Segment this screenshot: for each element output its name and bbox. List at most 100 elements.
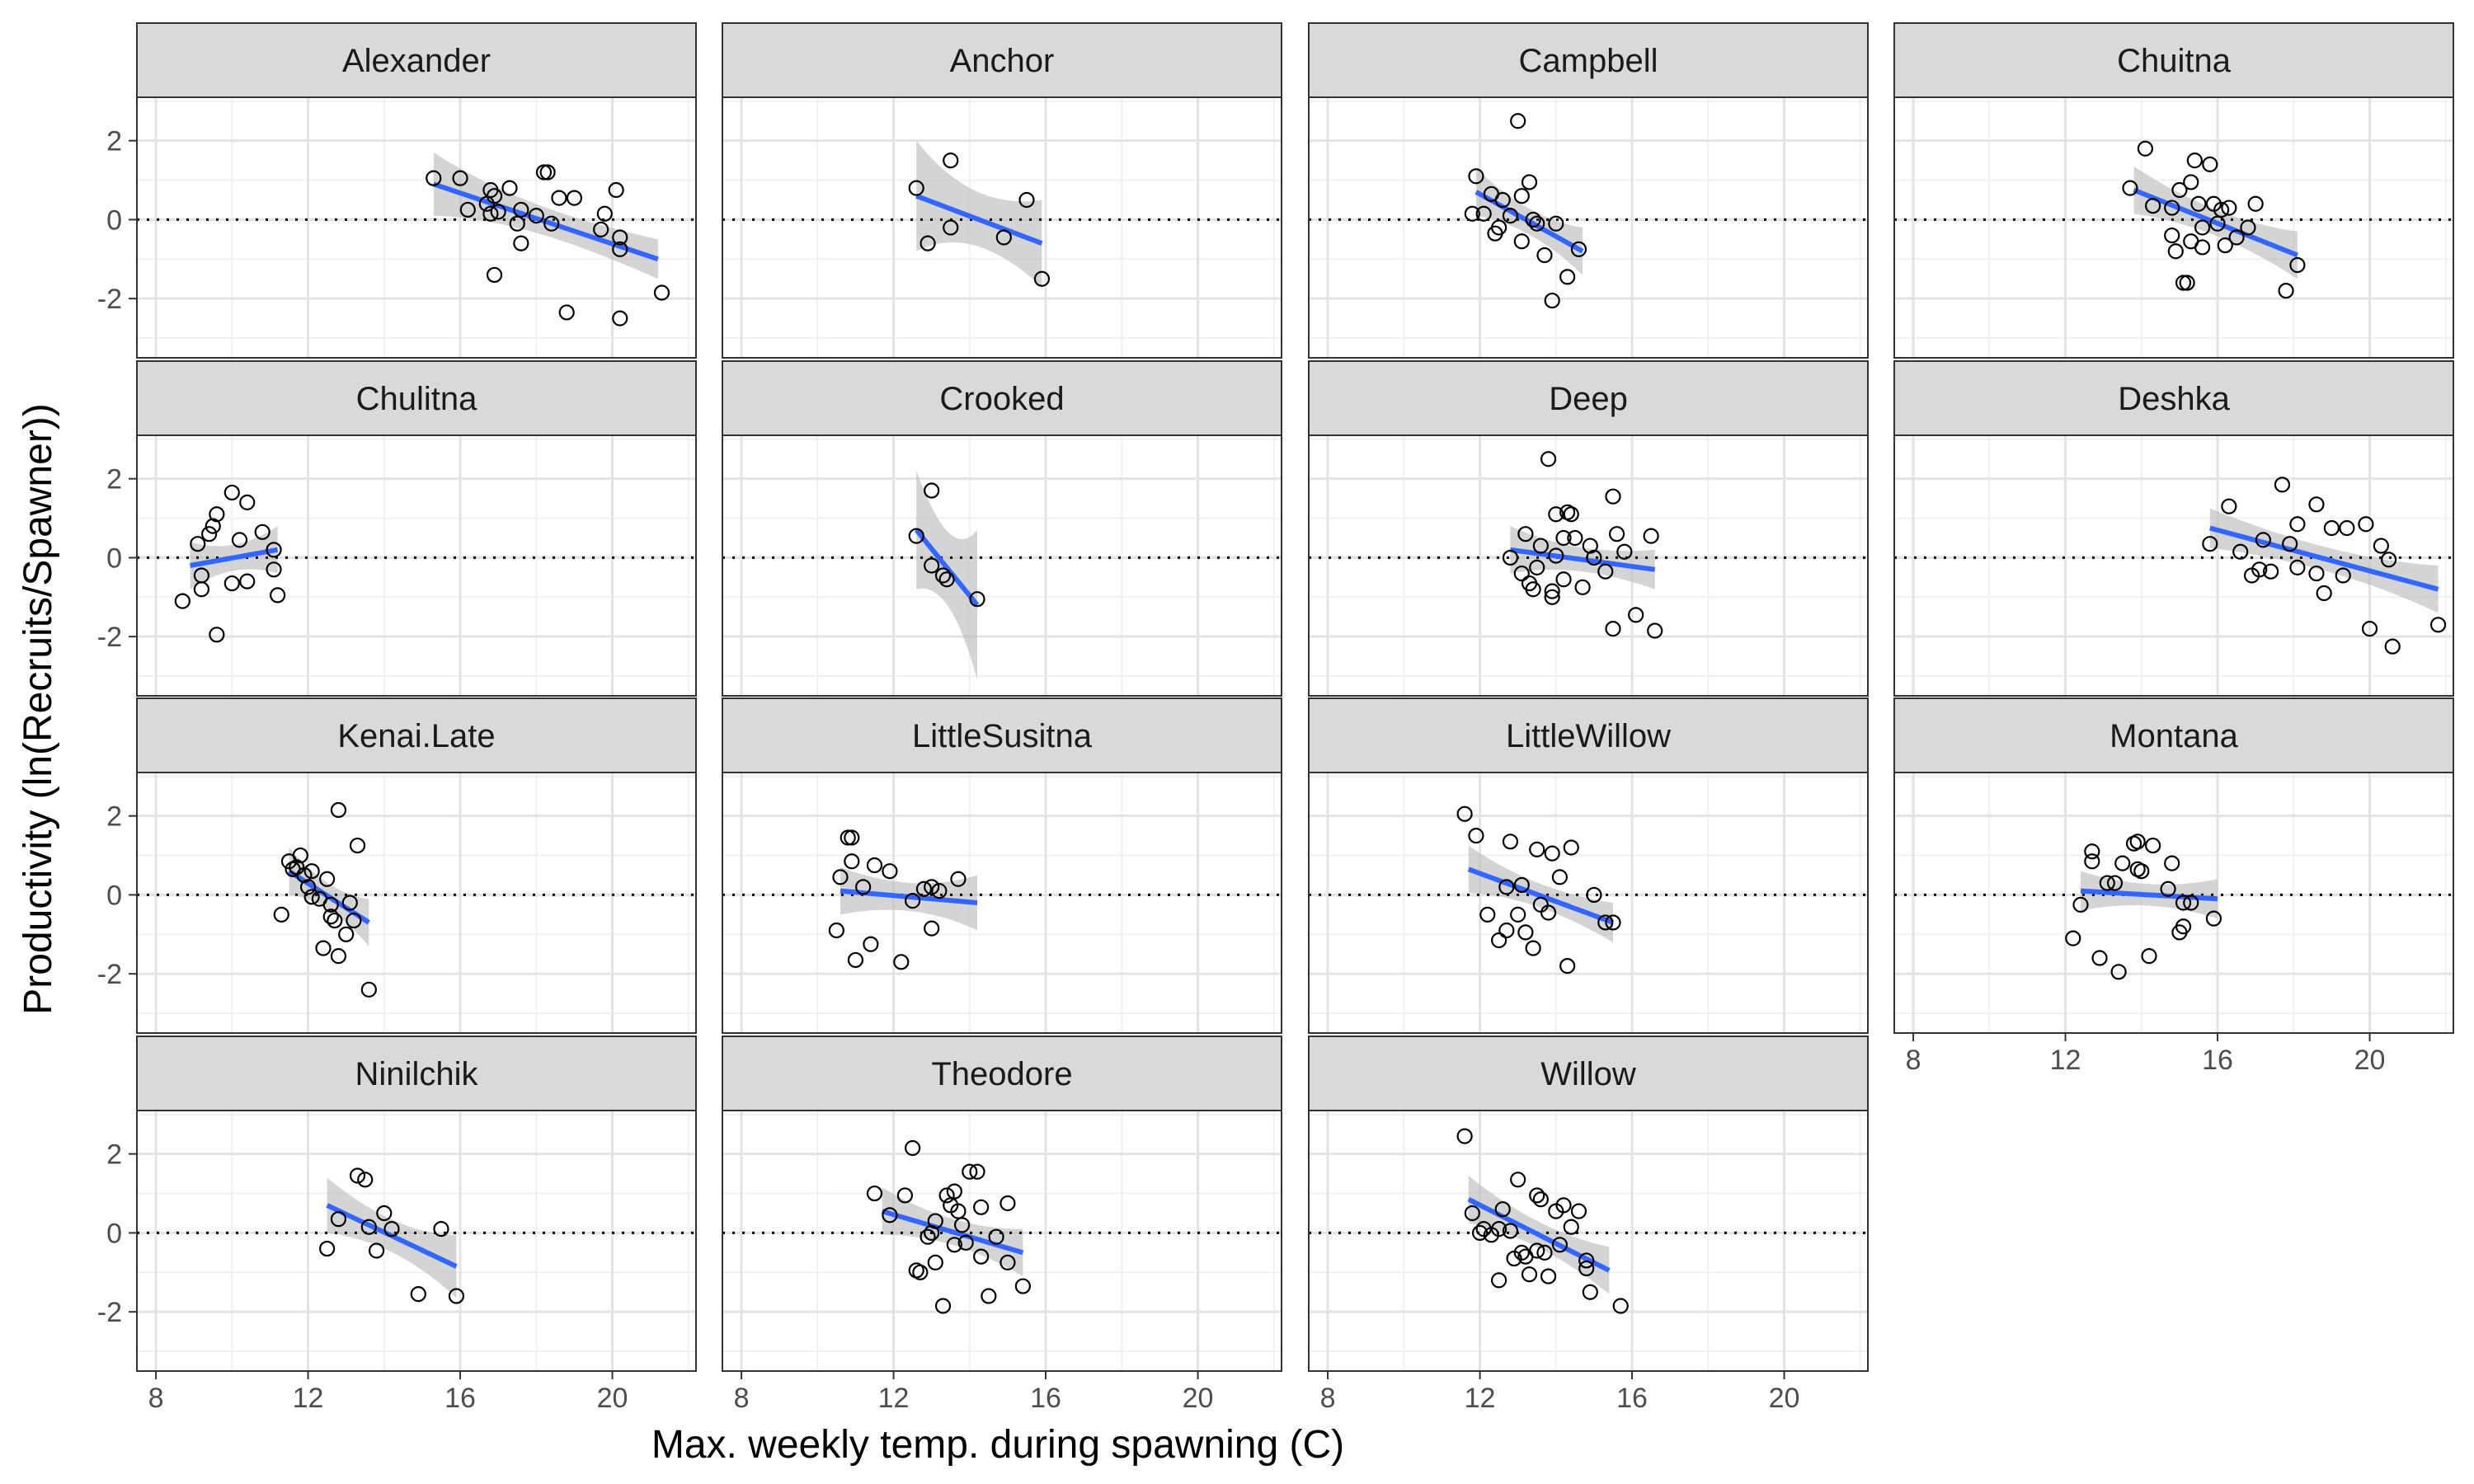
panel-border — [136, 96, 697, 359]
data-point — [1555, 1197, 1572, 1214]
data-point — [915, 881, 933, 897]
facet-strip — [1308, 22, 1869, 98]
data-point — [920, 235, 936, 251]
data-point — [2164, 855, 2180, 871]
data-point — [566, 190, 583, 206]
panel-border — [1308, 434, 1869, 697]
data-point — [486, 266, 503, 284]
x-tick-label: 20 — [597, 1383, 628, 1414]
x-tick-label: 12 — [878, 1383, 910, 1414]
data-point — [962, 1163, 978, 1180]
data-point — [303, 889, 320, 905]
data-point — [2316, 585, 2332, 602]
data-point — [2255, 532, 2271, 548]
data-point — [410, 1286, 426, 1303]
data-point — [2240, 219, 2256, 236]
data-point — [1502, 549, 1519, 566]
facet-strip — [136, 22, 697, 98]
data-point — [2221, 498, 2237, 514]
data-point — [995, 229, 1012, 246]
data-point — [2217, 237, 2233, 254]
data-point — [1529, 841, 1545, 857]
data-point — [2274, 477, 2291, 493]
data-point — [330, 1211, 347, 1228]
data-point — [2122, 180, 2138, 196]
y-tick-label: 2 — [106, 1139, 122, 1171]
data-point — [844, 853, 860, 870]
data-point — [346, 912, 362, 929]
data-point — [2175, 895, 2192, 911]
data-point — [1510, 1172, 1526, 1188]
panel-border — [136, 772, 697, 1034]
x-tick-label: 8 — [1320, 1383, 1336, 1414]
data-point — [1491, 1272, 1507, 1289]
data-point — [1555, 529, 1572, 547]
facet-panel: LittleSusitna — [722, 697, 1282, 1034]
data-point — [943, 153, 959, 169]
data-point — [1612, 1298, 1629, 1314]
regression-line — [2133, 187, 2299, 258]
data-point — [1491, 1221, 1507, 1237]
data-point — [223, 575, 240, 592]
data-point — [1548, 547, 1564, 564]
data-point — [209, 506, 225, 523]
data-point — [908, 180, 924, 196]
facet-strip-label: Crooked — [939, 381, 1064, 417]
data-point — [1510, 906, 1526, 923]
data-point — [1491, 219, 1507, 236]
data-point — [2308, 496, 2325, 513]
data-point — [1574, 579, 1591, 595]
data-point — [551, 190, 567, 206]
data-point — [882, 1207, 898, 1223]
regression-line — [190, 547, 279, 568]
regression-line — [2209, 525, 2439, 592]
facet-strip-label: Theodore — [931, 1056, 1072, 1092]
data-point — [2358, 516, 2374, 533]
panel-border — [1893, 772, 2454, 1034]
facet-strip — [1308, 1036, 1869, 1111]
data-point — [2164, 227, 2180, 244]
data-point — [273, 906, 289, 923]
data-point — [2110, 964, 2127, 980]
data-point — [2072, 896, 2089, 913]
data-point — [1586, 549, 1602, 566]
data-point — [209, 627, 225, 643]
data-point — [2361, 621, 2378, 637]
data-point — [1529, 215, 1545, 232]
facet-strip-label: Montana — [2109, 718, 2238, 754]
data-point — [1628, 607, 1644, 623]
data-point — [2183, 174, 2199, 190]
data-point — [2186, 153, 2203, 169]
facet-panel: Willow 8 12 16 20 — [1308, 1036, 1869, 1414]
data-point — [1517, 526, 1534, 542]
panel-border — [1893, 96, 2454, 359]
x-axis-title: Max. weekly temp. during spawning (C) — [651, 1423, 1344, 1467]
data-point — [2289, 559, 2306, 575]
x-tick-label: 8 — [148, 1383, 164, 1414]
data-point — [2106, 875, 2124, 891]
data-point — [2160, 881, 2176, 897]
data-point — [231, 532, 248, 548]
data-point — [319, 1240, 336, 1257]
data-point — [270, 587, 286, 603]
x-tick-label: 16 — [444, 1383, 476, 1414]
data-point — [482, 205, 499, 222]
data-point — [1544, 583, 1560, 599]
data-point — [1525, 581, 1541, 598]
data-point — [2323, 519, 2340, 537]
data-point — [2232, 543, 2249, 560]
data-point — [999, 1195, 1016, 1212]
data-point — [905, 893, 921, 909]
data-point — [1456, 1128, 1473, 1144]
data-point — [266, 561, 282, 578]
data-point — [2084, 843, 2100, 860]
facet-strip-label: Kenai.Late — [337, 718, 495, 754]
data-point — [2289, 516, 2306, 533]
data-point — [2145, 198, 2161, 214]
data-point — [1532, 538, 1549, 554]
data-point — [1498, 922, 1515, 939]
panel-border — [1893, 434, 2454, 697]
data-point — [535, 164, 553, 181]
data-point — [1033, 270, 1051, 287]
data-point — [653, 284, 670, 301]
